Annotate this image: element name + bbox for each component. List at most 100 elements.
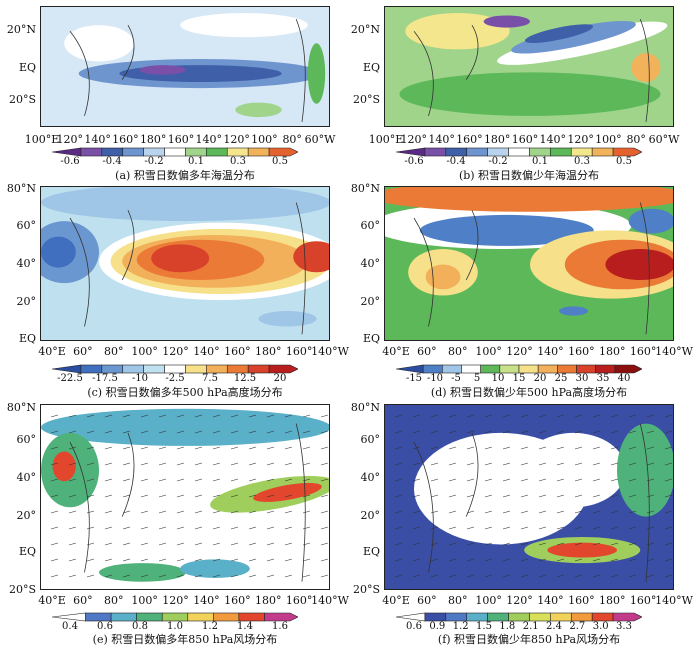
- colorbar-swatch: [550, 147, 572, 157]
- colorbar-swatch: [80, 364, 103, 374]
- wind-arrow: [430, 446, 439, 450]
- wind-arrow: [484, 526, 493, 530]
- neutral-region: [64, 25, 134, 62]
- wind-arrow: [104, 510, 113, 514]
- wind-arrow: [592, 430, 601, 434]
- wind-arrow: [230, 478, 239, 482]
- colorbar-label: 0.5: [616, 156, 632, 167]
- lon-label: 40°E: [382, 345, 410, 358]
- wind-arrow: [266, 494, 275, 498]
- low-south: [258, 311, 317, 327]
- wind-arrow: [484, 430, 493, 434]
- high-east: [293, 241, 329, 273]
- wind-arrow: [302, 574, 311, 578]
- wind-arrow: [320, 510, 329, 514]
- wind-arrow: [466, 574, 475, 578]
- wind-arrow: [628, 510, 637, 514]
- wind-arrow: [538, 414, 547, 418]
- wind-arrow: [248, 574, 257, 578]
- colorbar-swatch: [445, 147, 468, 157]
- colorbar-swatch: [164, 147, 186, 157]
- wind-arrow: [466, 542, 475, 546]
- wind-arrow: [412, 430, 421, 434]
- warm-coast: [307, 43, 326, 104]
- wind-arrow: [320, 494, 329, 498]
- wind-arrow: [86, 462, 95, 466]
- lat-label: 20°: [16, 295, 37, 308]
- colorbar-swatch: [122, 147, 144, 157]
- wind-arrow: [140, 526, 149, 530]
- wind-arrow: [538, 462, 547, 466]
- lon-label: 140°: [537, 345, 564, 358]
- wind-arrow: [394, 478, 403, 482]
- colorbar-label: 1.8: [499, 621, 516, 632]
- wind-arrow: [628, 462, 637, 466]
- colorbar-label: -17.5: [92, 373, 118, 384]
- wind-arrow: [664, 478, 673, 482]
- colorbar-label: -15: [405, 373, 423, 384]
- wind-arrow: [664, 430, 673, 434]
- colorbar: [52, 612, 298, 622]
- lon-label: 140°: [193, 594, 220, 607]
- wind-arrow: [122, 462, 131, 466]
- wind-arrow: [248, 494, 257, 498]
- low-field: [419, 214, 594, 246]
- lat-label: 20°: [360, 295, 381, 308]
- wind-arrow: [50, 494, 59, 498]
- colorbar-label: 12.5: [233, 373, 257, 384]
- wind-arrow: [320, 414, 329, 418]
- wind-arrow: [646, 558, 655, 562]
- lat-label: 60°: [16, 219, 37, 232]
- colorbar-label: -0.6: [404, 156, 424, 167]
- colorbar-label: -22.5: [57, 373, 83, 384]
- lon-label: 60°: [73, 594, 93, 607]
- lon-label: 60°: [417, 345, 437, 358]
- wind-arrow: [212, 478, 221, 482]
- wind-arrow: [248, 462, 257, 466]
- wind-arrow: [158, 510, 167, 514]
- map-frame: [384, 186, 674, 341]
- wind-arrow: [50, 478, 59, 482]
- wind-arrow: [50, 510, 59, 514]
- wind-arrow: [158, 574, 167, 578]
- high-east-core: [605, 249, 673, 280]
- wind-arrow: [122, 430, 131, 434]
- coastline: [295, 423, 306, 582]
- wind-arrow: [592, 446, 601, 450]
- wind-arrow: [412, 558, 421, 562]
- low-south: [559, 306, 588, 316]
- wind-arrow: [320, 478, 329, 482]
- colorbar: [52, 364, 298, 374]
- wind-arrow: [430, 430, 439, 434]
- wind-arrow: [212, 574, 221, 578]
- wind-arrow: [104, 558, 113, 562]
- wind-arrow: [502, 462, 511, 466]
- lon-label: 100°: [475, 594, 502, 607]
- wind-arrow: [320, 462, 329, 466]
- map-field: [385, 187, 673, 340]
- wind-arrow: [140, 510, 149, 514]
- wind-arrow: [628, 542, 637, 546]
- wind-arrow: [502, 414, 511, 418]
- colorbar-swatch: [247, 147, 270, 157]
- wind-arrow: [556, 494, 565, 498]
- wind-arrow: [502, 542, 511, 546]
- colorbar-label: -10: [131, 373, 149, 384]
- wind-arrow: [466, 430, 475, 434]
- wind-arrow: [394, 542, 403, 546]
- lat-label: 20°S: [8, 583, 36, 596]
- wind-arrow: [484, 478, 493, 482]
- coastline: [639, 423, 650, 582]
- wind-arrow: [122, 542, 131, 546]
- wind-arrow: [68, 510, 77, 514]
- wind-arrow: [176, 542, 185, 546]
- wind-arrow: [284, 446, 293, 450]
- colorbar: [396, 612, 642, 622]
- colorbar-swatch: [461, 364, 481, 374]
- wind-arrow: [502, 526, 511, 530]
- colorbar-label: 0.1: [532, 156, 548, 167]
- colorbar-swatch: [226, 147, 249, 157]
- colorbar-swatch: [508, 612, 530, 622]
- wind-arrow: [556, 558, 565, 562]
- wind-arrow: [68, 526, 77, 530]
